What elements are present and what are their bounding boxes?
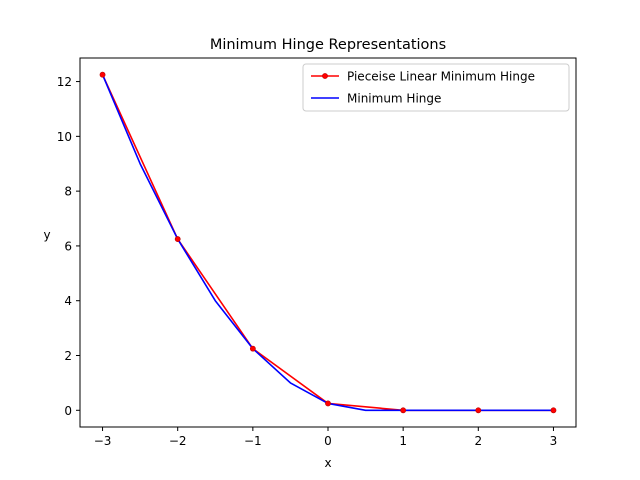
legend-label: Minimum Hinge (347, 92, 441, 106)
y-axis: 0 2 4 6 8 10 12 (57, 75, 80, 418)
y-tick-label: 6 (64, 239, 72, 253)
x-tick-label: −3 (94, 434, 112, 448)
data-point (99, 71, 106, 78)
x-tick-label: −2 (169, 434, 187, 448)
x-tick-label: 0 (324, 434, 332, 448)
plot-area (79, 57, 577, 428)
data-point (174, 236, 181, 242)
x-tick-label: 1 (399, 434, 407, 448)
data-point (475, 407, 482, 414)
y-tick-label: 10 (57, 130, 72, 144)
x-tick-label: −1 (244, 434, 262, 448)
y-tick-label: 4 (64, 294, 72, 308)
data-point (400, 407, 407, 414)
data-point (325, 400, 331, 407)
x-axis-label: x (324, 456, 331, 470)
y-axis-label: y (43, 228, 50, 242)
data-point (550, 407, 557, 414)
chart-title: Minimum Hinge Representations (210, 37, 446, 53)
x-tick-label: 3 (550, 434, 558, 448)
legend-marker (322, 73, 328, 79)
legend-label: Pieceise Linear Minimum Hinge (347, 70, 535, 84)
y-tick-label: 0 (64, 404, 72, 418)
x-tick-label: 2 (474, 434, 482, 448)
legend: Pieceise Linear Minimum Hinge Minimum Hin… (302, 63, 570, 112)
y-tick-label: 2 (64, 349, 72, 363)
legend-box (302, 63, 570, 112)
data-point (249, 345, 256, 352)
x-axis: −3 −2 −1 0 1 2 3 (94, 427, 558, 448)
y-tick-label: 8 (64, 185, 72, 199)
y-tick-label: 12 (57, 75, 72, 89)
